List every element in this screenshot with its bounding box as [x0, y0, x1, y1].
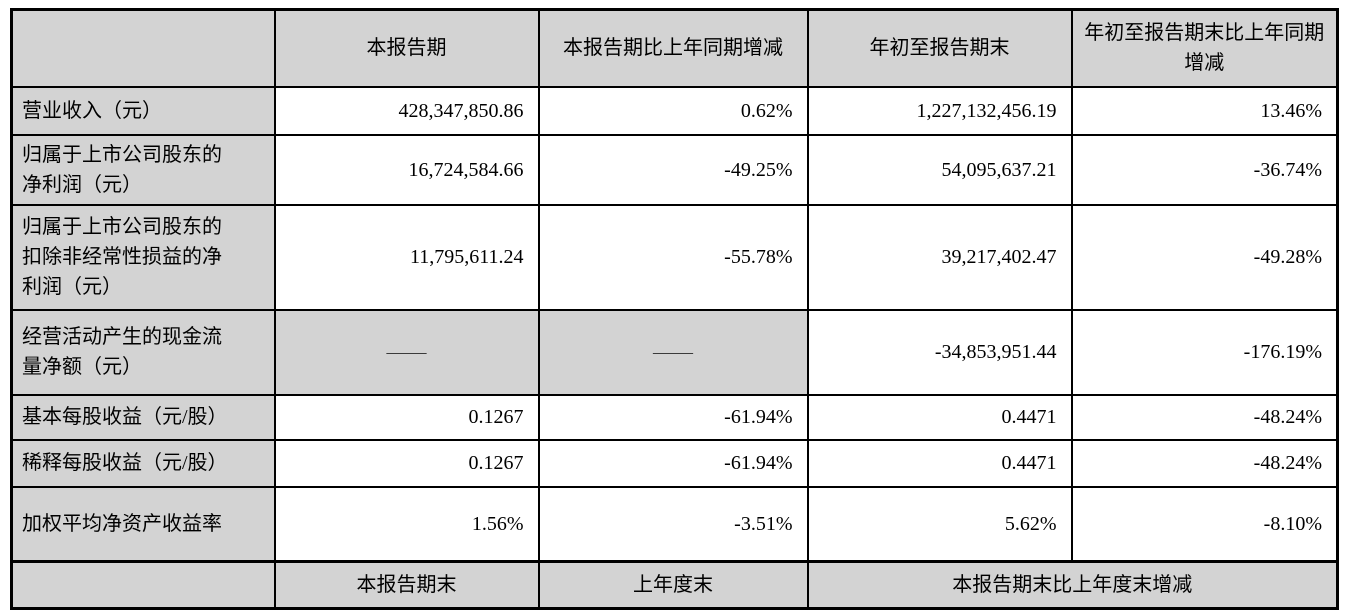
header-row: 本报告期 本报告期比上年同期增减 年初至报告期末 年初至报告期末比上年同期增减	[10, 8, 1339, 88]
data-cell: 0.4471	[806, 393, 1073, 441]
data-cell-empty-dash: ——	[273, 308, 540, 396]
table-row-operating-revenue: 营业收入（元） 428,347,850.86 0.62% 1,227,132,4…	[10, 85, 1339, 136]
column-header-year-to-date-yoy-change: 年初至报告期末比上年同期增减	[1070, 8, 1339, 88]
row-label: 稀释每股收益（元/股）	[10, 438, 276, 488]
data-cell: 0.62%	[537, 85, 809, 136]
data-cell: 0.1267	[273, 393, 540, 441]
footer-label-period-end-change: 本报告期末比上年度末增减	[806, 560, 1339, 610]
row-label: 基本每股收益（元/股）	[10, 393, 276, 441]
data-cell: 0.4471	[806, 438, 1073, 488]
footer-corner-cell	[10, 560, 276, 610]
row-label: 加权平均净资产收益率	[10, 485, 276, 563]
data-cell: -34,853,951.44	[806, 308, 1073, 396]
data-cell: -61.94%	[537, 393, 809, 441]
column-header-current-period: 本报告期	[273, 8, 540, 88]
table-row-basic-eps: 基本每股收益（元/股） 0.1267 -61.94% 0.4471 -48.24…	[10, 393, 1339, 441]
data-cell: -176.19%	[1070, 308, 1339, 396]
data-cell: 1,227,132,456.19	[806, 85, 1073, 136]
row-label: 归属于上市公司股东的净利润（元）	[10, 133, 276, 206]
data-cell: 0.1267	[273, 438, 540, 488]
column-header-year-to-date: 年初至报告期末	[806, 8, 1073, 88]
data-cell: 5.62%	[806, 485, 1073, 563]
table-row-net-profit: 归属于上市公司股东的净利润（元） 16,724,584.66 -49.25% 5…	[10, 133, 1339, 206]
table-row-net-profit-excl-nonrecurring: 归属于上市公司股东的扣除非经常性损益的净利润（元） 11,795,611.24 …	[10, 203, 1339, 311]
data-cell: -55.78%	[537, 203, 809, 311]
row-label: 归属于上市公司股东的扣除非经常性损益的净利润（元）	[10, 203, 276, 311]
data-cell: -48.24%	[1070, 393, 1339, 441]
data-cell: -61.94%	[537, 438, 809, 488]
corner-header-cell	[10, 8, 276, 88]
table-row-operating-cash-flow: 经营活动产生的现金流量净额（元） —— —— -34,853,951.44 -1…	[10, 308, 1339, 396]
footer-row: 本报告期末 上年度末 本报告期末比上年度末增减	[10, 560, 1339, 610]
footer-label-prior-year-end: 上年度末	[537, 560, 809, 610]
data-cell: 13.46%	[1070, 85, 1339, 136]
table-row-diluted-eps: 稀释每股收益（元/股） 0.1267 -61.94% 0.4471 -48.24…	[10, 438, 1339, 488]
data-cell: 54,095,637.21	[806, 133, 1073, 206]
data-cell: -49.25%	[537, 133, 809, 206]
data-cell-empty-dash: ——	[537, 308, 809, 396]
column-header-current-period-yoy-change: 本报告期比上年同期增减	[537, 8, 809, 88]
data-cell: 16,724,584.66	[273, 133, 540, 206]
data-cell: 11,795,611.24	[273, 203, 540, 311]
data-cell: 39,217,402.47	[806, 203, 1073, 311]
financial-summary-table: 本报告期 本报告期比上年同期增减 年初至报告期末 年初至报告期末比上年同期增减 …	[10, 8, 1339, 610]
row-label: 营业收入（元）	[10, 85, 276, 136]
data-cell: 428,347,850.86	[273, 85, 540, 136]
data-cell: -3.51%	[537, 485, 809, 563]
data-cell: -49.28%	[1070, 203, 1339, 311]
data-cell: -8.10%	[1070, 485, 1339, 563]
data-cell: -36.74%	[1070, 133, 1339, 206]
footer-label-period-end: 本报告期末	[273, 560, 540, 610]
data-cell: 1.56%	[273, 485, 540, 563]
table-row-weighted-avg-roe: 加权平均净资产收益率 1.56% -3.51% 5.62% -8.10%	[10, 485, 1339, 563]
row-label: 经营活动产生的现金流量净额（元）	[10, 308, 276, 396]
data-cell: -48.24%	[1070, 438, 1339, 488]
